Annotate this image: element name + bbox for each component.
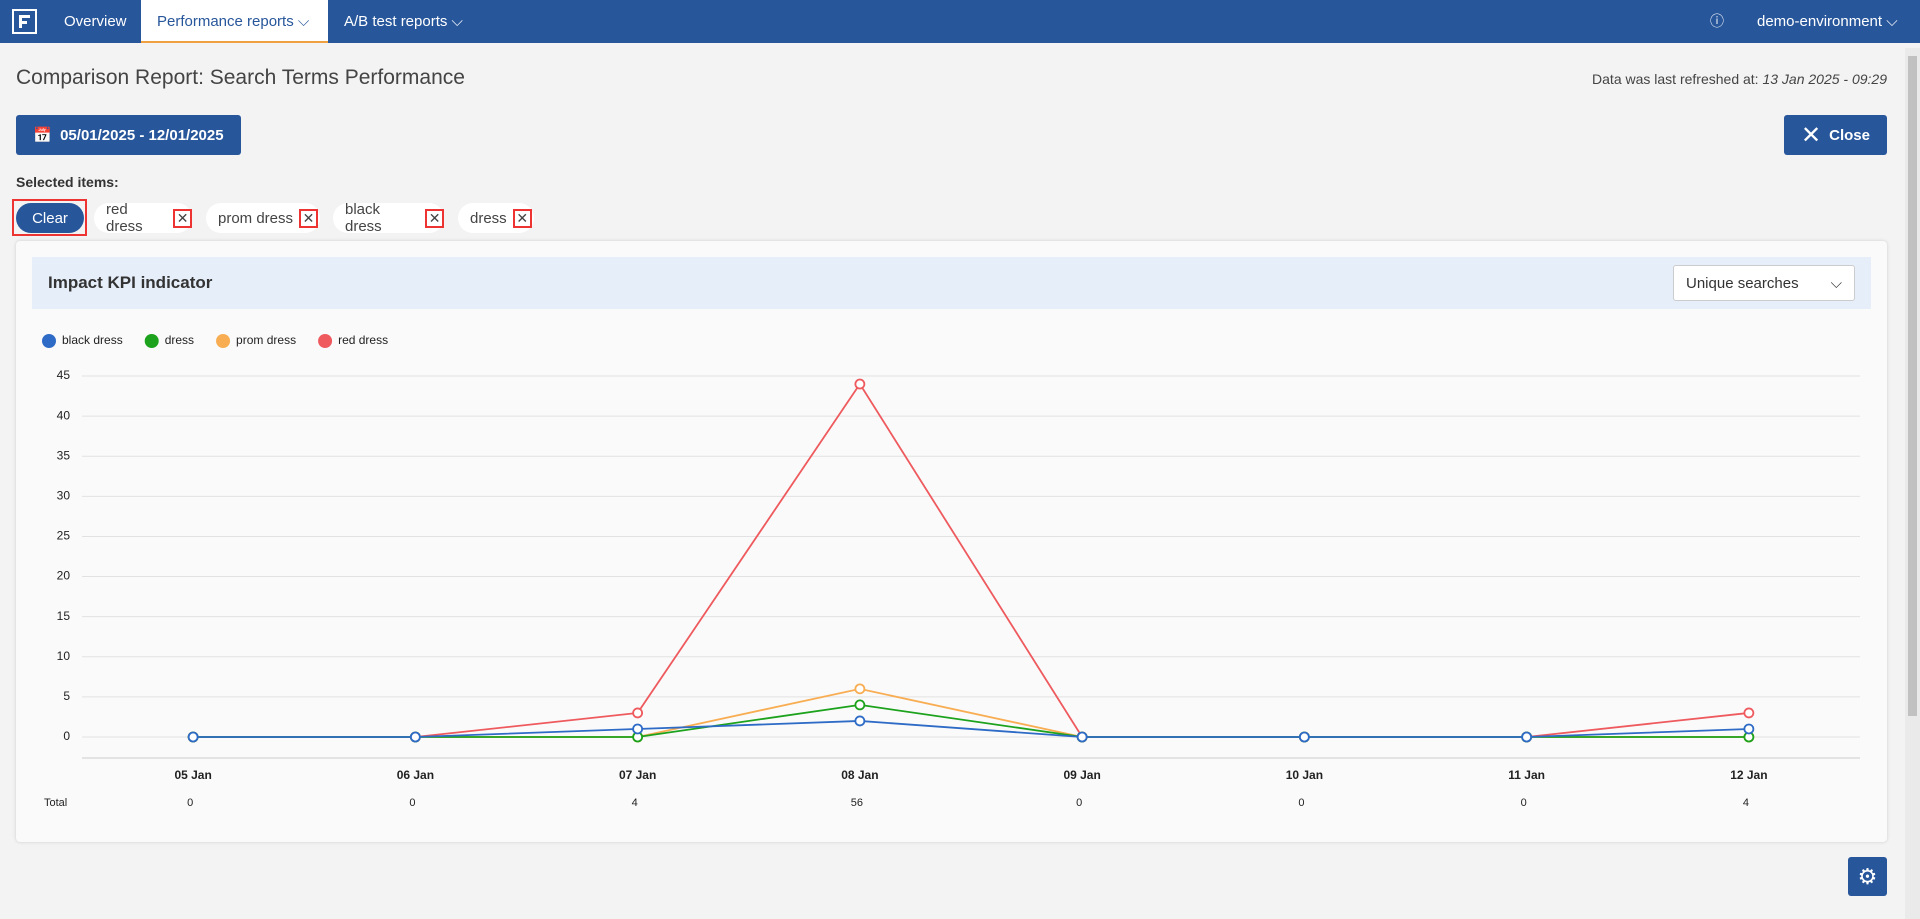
scroll-thumb <box>1908 56 1917 716</box>
total-value: 0 <box>187 797 193 809</box>
y-tick-label: 35 <box>57 448 71 462</box>
chip-label: dress <box>470 209 507 227</box>
data-point <box>1521 731 1533 743</box>
chip-label: red dress <box>106 201 143 235</box>
refresh-time: 13 Jan 2025 - 09:29 <box>1762 71 1887 87</box>
legend-marker <box>318 334 333 348</box>
y-tick-label: 40 <box>57 408 71 422</box>
chip-remove[interactable]: ✕ <box>425 208 444 228</box>
data-point <box>187 731 199 743</box>
panel-header <box>32 257 1871 309</box>
nav-bar: Overview Performance reports ⌵ A/B test … <box>0 0 1920 43</box>
chip-remove[interactable]: ✕ <box>299 208 319 228</box>
x-tick-label: 07 Jan <box>619 768 656 782</box>
close-label: Close <box>1829 126 1870 144</box>
chip: dress ✕ <box>458 203 534 233</box>
chip: prom dress ✕ <box>206 203 320 233</box>
dropdown-label: Unique searches <box>1686 275 1799 292</box>
total-value: 0 <box>1076 797 1082 809</box>
y-tick-label: 10 <box>57 649 71 663</box>
x-tick-label: 08 Jan <box>841 768 878 782</box>
y-tick-label: 15 <box>57 609 71 623</box>
series-line <box>193 720 1749 738</box>
data-point <box>1298 731 1310 743</box>
total-value: 4 <box>632 797 638 809</box>
legend-label: dress <box>165 333 194 347</box>
kpi-dropdown[interactable]: Unique searches ⌵ <box>1673 265 1855 301</box>
selected-label: Selected items: <box>16 174 119 190</box>
series-line <box>193 704 1749 738</box>
x-tick-label: 05 Jan <box>174 768 211 782</box>
legend-marker <box>216 334 231 348</box>
legend-label: black dress <box>62 333 123 347</box>
chip-label: prom dress <box>218 209 294 227</box>
date-range-button[interactable]: 📅 05/01/2025 - 12/01/2025 <box>16 115 241 155</box>
environment[interactable]: demo-environment ⌵ <box>1757 13 1898 30</box>
clear-button[interactable]: Clear <box>16 203 84 233</box>
legend-label: red dress <box>338 333 388 347</box>
nav-label: A/B test reports <box>344 13 448 30</box>
chip-remove[interactable]: ✕ <box>173 208 192 228</box>
close-button[interactable]: ✕ Close <box>1784 115 1887 155</box>
settings-button[interactable]: ⚙ <box>1848 857 1887 896</box>
total-value: 0 <box>1521 797 1527 809</box>
info-icon[interactable]: ⓘ <box>1710 13 1724 29</box>
chip-label: black dress <box>345 201 382 235</box>
y-tick-label: 0 <box>63 729 70 743</box>
data-point <box>854 715 866 727</box>
legend-marker <box>144 334 159 348</box>
y-tick-label: 30 <box>57 489 71 503</box>
x-tick-label: 09 Jan <box>1063 768 1100 782</box>
scrollbar <box>1905 48 1920 919</box>
calendar-icon: 📅 <box>33 127 53 144</box>
nav-item[interactable]: Overview <box>64 13 127 30</box>
data-point <box>1076 731 1088 743</box>
nav-item[interactable]: Performance reports ⌵ <box>141 0 328 43</box>
nav-item[interactable]: A/B test reports ⌵ <box>344 13 463 30</box>
chip: black dress ✕ <box>333 201 444 235</box>
legend-label: prom dress <box>236 333 296 347</box>
panel-title: Impact KPI indicator <box>48 273 213 292</box>
y-tick-label: 5 <box>63 689 70 703</box>
total-value: 56 <box>851 797 863 809</box>
data-point <box>1743 707 1755 719</box>
data-point <box>409 731 421 743</box>
total-value: 0 <box>409 797 415 809</box>
refresh-info: Data was last refreshed at: 13 Jan 2025 … <box>1592 71 1887 87</box>
date-range: 05/01/2025 - 12/01/2025 <box>60 126 224 144</box>
total-value: 4 <box>1743 797 1749 809</box>
page-title: Comparison Report: Search Terms Performa… <box>16 66 465 89</box>
series-line <box>193 382 1749 738</box>
clear-outline <box>12 199 87 236</box>
data-point <box>854 699 866 711</box>
refresh-label: Data was last refreshed at: <box>1592 71 1759 87</box>
data-point <box>632 723 644 735</box>
data-point <box>854 683 866 695</box>
data-point <box>1743 723 1755 735</box>
y-tick-label: 20 <box>57 569 71 583</box>
x-tick-label: 06 Jan <box>397 768 434 782</box>
legend-marker <box>42 334 56 348</box>
nav-label: Performance reports <box>157 13 294 30</box>
total-label: Total <box>44 797 67 809</box>
data-point <box>632 707 644 719</box>
chip-remove[interactable]: ✕ <box>512 208 532 228</box>
dropdown-caret: ⌵ <box>1830 275 1842 292</box>
x-tick-label: 12 Jan <box>1730 768 1767 782</box>
close-icon: ✕ <box>1801 121 1822 149</box>
x-tick-label: 10 Jan <box>1286 768 1323 782</box>
data-point <box>854 378 866 390</box>
total-value: 0 <box>1298 797 1304 809</box>
x-tick-label: 11 Jan <box>1508 768 1545 782</box>
y-tick-label: 25 <box>57 529 71 543</box>
logo <box>12 9 37 34</box>
chip: red dress ✕ <box>94 201 192 235</box>
y-tick-label: 45 <box>57 368 71 382</box>
env-label: demo-environment <box>1757 13 1883 30</box>
